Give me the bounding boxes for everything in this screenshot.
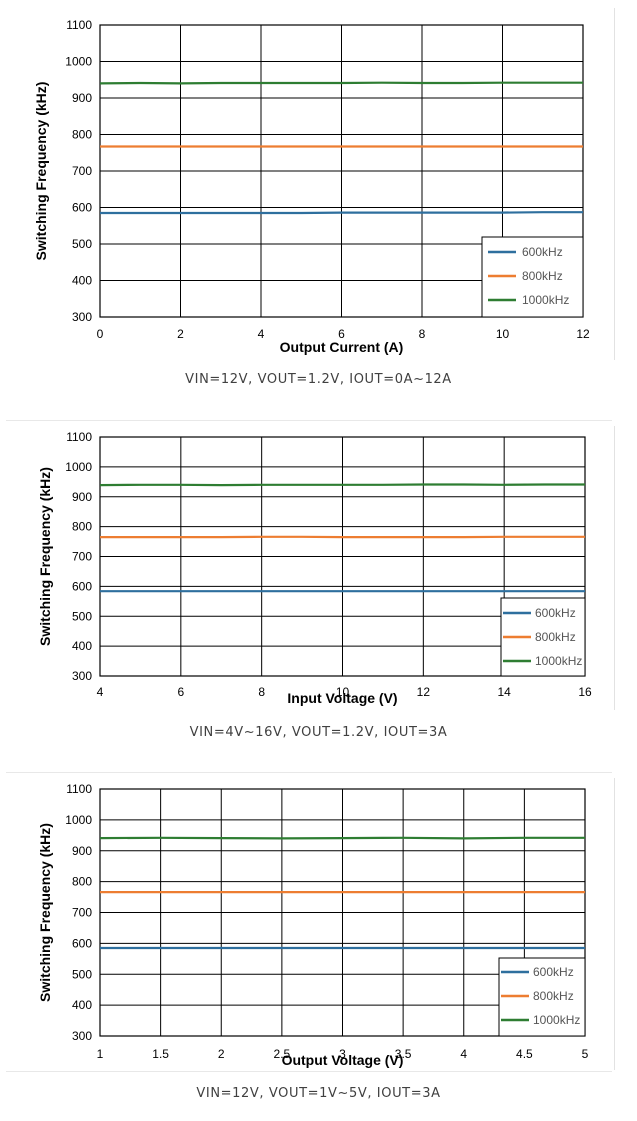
series-line-1000khz	[99, 483, 585, 487]
x-tick-label: 1.5	[152, 1047, 169, 1061]
y-axis-title: Switching Frequency (kHz)	[33, 82, 49, 261]
y-tick-label: 1000	[65, 460, 92, 474]
x-tick-label: 12	[576, 327, 590, 341]
x-tick-label: 3.5	[395, 1047, 412, 1061]
x-tick-label: 0	[97, 327, 104, 341]
plot-frame	[99, 788, 586, 1037]
y-tick-label: 700	[72, 164, 92, 178]
panel-divider	[614, 778, 615, 1070]
panel-separator	[6, 1071, 612, 1072]
legend-label: 800kHz	[522, 269, 563, 283]
x-tick-label: 4	[460, 1047, 467, 1061]
x-axis-title: Input Voltage (V)	[287, 690, 397, 706]
x-tick-label: 1	[97, 1047, 104, 1061]
x-tick-label: 6	[177, 685, 184, 699]
x-tick-label: 2	[177, 327, 184, 341]
legend: 600kHz 800kHz 1000kHz	[481, 236, 584, 318]
chart-panel-2: 300 400 500 600 700 800 900 1000 1100 4 6 8 10 12 14 16…	[6, 420, 615, 740]
x-tick-label: 10	[336, 685, 350, 699]
y-tick-label: 300	[72, 669, 92, 683]
x-tick-label: 4.5	[516, 1047, 533, 1061]
y-tick-label: 700	[72, 906, 92, 920]
y-tick-label: 1100	[66, 430, 92, 444]
y-tick-label: 600	[72, 936, 92, 950]
frequency-vs-output-current-chart: 300 400 500 600 700 800 900 1000 1100 0 2 4 6 8 10 12 Sw…	[33, 18, 590, 355]
panel-divider	[614, 8, 615, 360]
x-tick-label: 3	[339, 1047, 346, 1061]
y-tick-label: 1000	[65, 813, 92, 827]
panel-divider	[614, 426, 615, 710]
legend-label: 600kHz	[535, 606, 576, 620]
plot-frame	[99, 24, 584, 318]
legend-label: 800kHz	[533, 989, 574, 1003]
legend-label: 600kHz	[522, 245, 563, 259]
y-tick-label: 900	[72, 490, 92, 504]
chart-caption: VIN=4V~16V, VOUT=1.2V, IOUT=3A	[189, 725, 448, 740]
y-tick-label: 800	[72, 875, 92, 889]
y-tick-label: 400	[72, 639, 92, 653]
legend-label: 600kHz	[533, 965, 574, 979]
y-tick-label: 1100	[66, 18, 92, 32]
x-tick-label: 2.5	[274, 1047, 291, 1061]
y-tick-label: 900	[72, 844, 92, 858]
chart-panel-1: 300 400 500 600 700 800 900 1000 1100 0 2 4 6 8 10 12 Sw…	[0, 0, 637, 395]
y-tick-label: 500	[72, 609, 92, 623]
series-line-600khz	[100, 211, 583, 215]
legend: 600kHz 800kHz 1000kHz	[498, 957, 586, 1037]
y-tick-label: 500	[72, 237, 92, 251]
y-tick-label: 400	[72, 274, 92, 288]
frequency-vs-output-voltage-chart: 300 400 500 600 700 800 900 1000 1100 1 1.5 2 2.5 3 3.…	[37, 782, 589, 1068]
x-tick-label: 12	[417, 685, 431, 699]
y-tick-label: 600	[72, 579, 92, 593]
x-tick-label: 5	[582, 1047, 589, 1061]
y-tick-label: 1000	[65, 55, 92, 69]
chart-caption: VIN=12V, VOUT=1.2V, IOUT=0A~12A	[185, 372, 452, 387]
series-line-1000khz	[99, 81, 583, 85]
frequency-vs-input-voltage-chart: 300 400 500 600 700 800 900 1000 1100 4 6 8 10 12 14 16…	[37, 430, 592, 706]
x-tick-label: 4	[258, 327, 265, 341]
x-tick-label: 8	[258, 685, 265, 699]
y-tick-label: 800	[72, 128, 92, 142]
x-tick-label: 6	[338, 327, 345, 341]
y-axis-title: Switching Frequency (kHz)	[37, 823, 53, 1002]
x-axis-title: Output Current (A)	[280, 339, 404, 355]
y-tick-label: 400	[72, 998, 92, 1012]
y-axis-title: Switching Frequency (kHz)	[37, 467, 53, 646]
legend-label: 1000kHz	[535, 654, 582, 668]
y-tick-label: 700	[72, 550, 92, 564]
legend-label: 1000kHz	[522, 293, 569, 307]
plot-frame	[99, 436, 586, 677]
panel-separator	[6, 420, 612, 421]
x-tick-label: 8	[419, 327, 426, 341]
x-tick-label: 10	[496, 327, 510, 341]
y-tick-label: 300	[72, 310, 92, 324]
y-tick-label: 600	[72, 201, 92, 215]
y-tick-label: 500	[72, 967, 92, 981]
legend-label: 1000kHz	[533, 1013, 580, 1027]
x-tick-label: 4	[97, 685, 104, 699]
y-tick-label: 800	[72, 520, 92, 534]
y-tick-label: 900	[72, 91, 92, 105]
x-tick-label: 2	[218, 1047, 225, 1061]
panel-separator	[6, 772, 612, 773]
chart-caption: VIN=12V, VOUT=1V~5V, IOUT=3A	[196, 1086, 441, 1101]
legend-label: 800kHz	[535, 630, 576, 644]
x-tick-label: 14	[497, 685, 511, 699]
x-tick-label: 16	[578, 685, 592, 699]
legend: 600kHz 800kHz 1000kHz	[500, 597, 586, 677]
x-axis-title: Output Voltage (V)	[282, 1052, 404, 1068]
y-tick-label: 300	[72, 1029, 92, 1043]
series-line-1000khz	[99, 836, 585, 840]
y-tick-label: 1100	[66, 782, 92, 796]
